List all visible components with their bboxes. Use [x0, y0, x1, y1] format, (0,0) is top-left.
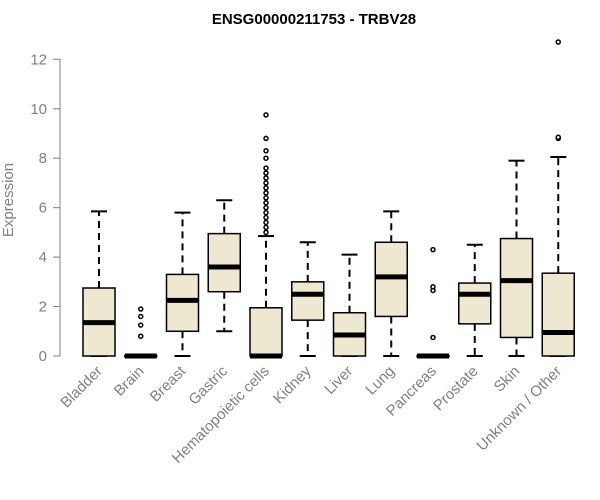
box-liver — [332, 253, 367, 357]
y-axis-label: Expression — [0, 163, 17, 237]
x-label-bladder: Bladder — [57, 363, 106, 412]
outlier-hematopoietic-cells-12 — [263, 170, 269, 176]
box-body-prostate — [458, 282, 492, 325]
x-label-brain: Brain — [111, 363, 148, 400]
y-tick-label-0: 0 — [39, 348, 47, 365]
box-body-hematopoietic-cells — [249, 307, 283, 357]
outlier-hematopoietic-cells-13 — [263, 165, 269, 171]
outlier-hematopoietic-cells-8 — [263, 190, 269, 196]
box-unknown-other — [541, 39, 575, 357]
y-tick-label-12: 12 — [30, 51, 47, 68]
y-tick-label-10: 10 — [30, 101, 47, 118]
x-label-liver: Liver — [321, 363, 356, 398]
outlier-hematopoietic-cells-1 — [263, 224, 269, 231]
y-tick-label-8: 8 — [39, 150, 47, 167]
outlier-hematopoietic-cells-15 — [263, 148, 269, 154]
outlier-hematopoietic-cells-2 — [263, 219, 269, 226]
outlier-hematopoietic-cells-6 — [263, 199, 269, 206]
outlier-hematopoietic-cells-11 — [263, 175, 269, 181]
outlier-hematopoietic-cells-5 — [263, 204, 269, 211]
outlier-pancreas-2 — [430, 284, 436, 290]
box-body-unknown-other — [541, 272, 575, 357]
x-label-breast: Breast — [147, 362, 190, 405]
box-pancreas — [416, 246, 450, 359]
boxes-group — [82, 39, 575, 359]
box-prostate — [458, 243, 492, 357]
outlier-hematopoietic-cells-0 — [263, 229, 269, 236]
box-body-kidney — [291, 281, 325, 321]
y-tick-label-2: 2 — [39, 299, 47, 316]
outlier-brain-2 — [138, 313, 144, 320]
box-breast — [165, 211, 200, 357]
box-hematopoietic-cells — [249, 112, 283, 359]
box-skin — [499, 159, 534, 357]
box-body-gastric — [207, 232, 241, 293]
y-tick-label-4: 4 — [39, 249, 47, 266]
x-label-kidney: Kidney — [270, 362, 315, 407]
box-brain — [124, 306, 158, 359]
y-tick-label-6: 6 — [39, 200, 47, 217]
x-label-lung: Lung — [362, 363, 398, 399]
box-lung — [374, 210, 408, 357]
outlier-brain-1 — [138, 322, 144, 328]
outlier-hematopoietic-cells-17 — [263, 112, 269, 118]
outlier-hematopoietic-cells-9 — [263, 185, 269, 191]
outlier-pancreas-3 — [430, 246, 436, 253]
outlier-hematopoietic-cells-10 — [263, 180, 269, 186]
outlier-hematopoietic-cells-7 — [263, 195, 269, 201]
box-gastric — [207, 199, 241, 333]
outlier-brain-3 — [138, 306, 144, 312]
x-label-skin: Skin — [491, 363, 524, 396]
box-kidney — [291, 241, 325, 357]
box-body-skin — [499, 237, 534, 339]
outlier-unknown-other-2 — [555, 39, 561, 45]
outlier-hematopoietic-cells-4 — [263, 209, 269, 216]
outlier-unknown-other-1 — [555, 134, 561, 140]
x-label-prostate: Prostate — [430, 363, 482, 415]
chart-title: ENSG00000211753 - TRBV28 — [212, 11, 416, 28]
box-bladder — [82, 210, 116, 357]
outlier-hematopoietic-cells-3 — [263, 214, 269, 221]
outlier-pancreas-0 — [430, 334, 436, 341]
outlier-hematopoietic-cells-14 — [263, 155, 269, 161]
y-axis: 0 2 4 6 8 10 12 — [30, 51, 61, 365]
outlier-hematopoietic-cells-16 — [263, 135, 269, 142]
outlier-brain-0 — [138, 333, 144, 339]
